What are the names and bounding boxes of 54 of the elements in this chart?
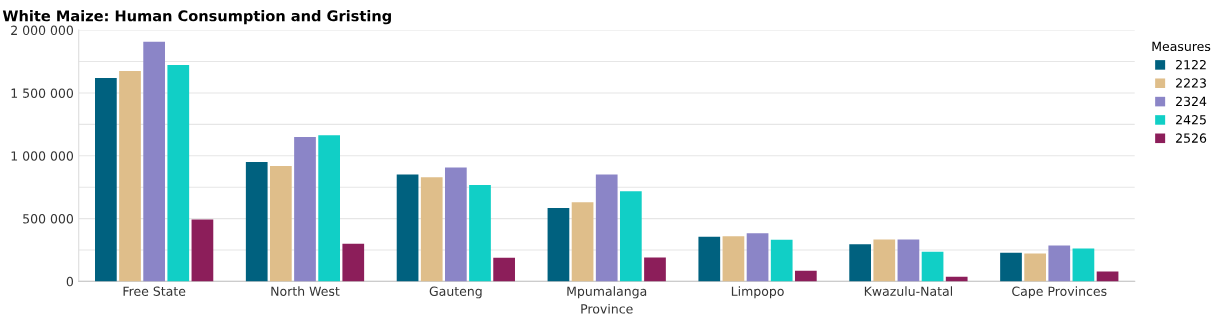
y-tick-label: 2 000 000 <box>11 25 74 36</box>
legend-title: Measures <box>1152 41 1211 52</box>
x-tick-label: Free State <box>123 286 186 296</box>
x-tick-label: Limpopo <box>731 286 784 299</box>
bar <box>1024 253 1046 282</box>
bar <box>547 207 570 282</box>
bar <box>619 191 642 282</box>
bar <box>167 65 190 282</box>
y-tick-label: 500 000 <box>23 214 74 224</box>
bar <box>849 244 872 282</box>
bar <box>270 166 292 282</box>
bar <box>1048 245 1071 282</box>
bar <box>95 77 117 282</box>
bar <box>746 233 769 282</box>
legend-label: 2223 <box>1176 78 1206 88</box>
bar <box>644 257 666 282</box>
legend-label: 2122 <box>1176 59 1206 70</box>
bar <box>897 239 920 282</box>
bar <box>595 174 618 282</box>
x-tick-label: Gauteng <box>429 286 482 299</box>
bar <box>1072 248 1095 282</box>
bar <box>342 243 365 282</box>
bar <box>873 239 896 282</box>
legend-label: 2526 <box>1176 133 1207 143</box>
bar <box>469 185 491 282</box>
bar <box>420 177 443 282</box>
bar <box>444 167 467 282</box>
x-tick-label: Mpumalanga <box>567 286 647 299</box>
legend-label: 2425 <box>1176 115 1206 125</box>
x-tick-label: Cape Provinces <box>1012 286 1107 299</box>
bar <box>119 70 141 282</box>
bar <box>571 202 594 282</box>
y-tick-label: 0 <box>66 276 74 287</box>
x-tick-label: Kwazulu-Natal <box>864 286 953 296</box>
bar <box>396 174 419 282</box>
bar <box>294 136 316 282</box>
y-tick-label: 1 500 000 <box>11 88 74 98</box>
chart-title: White Maize: Human Consumption and Gristing <box>2 10 391 25</box>
x-axis-title: Province <box>581 303 633 314</box>
bar <box>770 239 793 282</box>
y-tick-label: 1 000 000 <box>11 151 74 161</box>
x-tick-label: North West <box>271 286 340 296</box>
bar <box>245 162 268 282</box>
bar <box>143 41 165 282</box>
bar <box>493 257 515 282</box>
bar <box>698 236 721 282</box>
bar <box>921 251 944 282</box>
bar <box>794 270 817 282</box>
bar <box>191 219 214 282</box>
bar <box>318 135 340 282</box>
bar <box>1096 271 1119 282</box>
bar <box>1000 252 1022 282</box>
legend-label: 2324 <box>1176 96 1207 107</box>
bar <box>722 236 745 282</box>
